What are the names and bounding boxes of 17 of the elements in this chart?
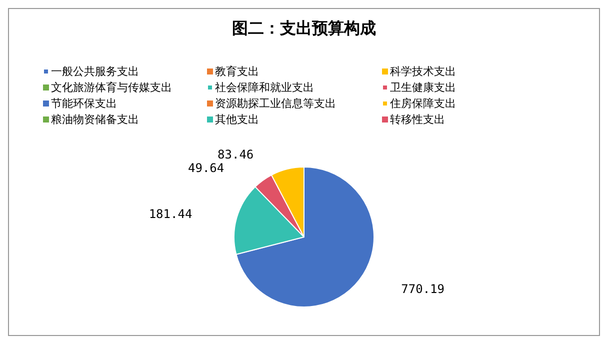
legend-label: 住房保障支出 bbox=[390, 97, 456, 110]
legend-label: 转移性支出 bbox=[390, 113, 445, 126]
legend-label: 文化旅游体育与传媒支出 bbox=[51, 81, 172, 94]
legend-label: 教育支出 bbox=[215, 65, 259, 78]
data-label: 770.19 bbox=[401, 282, 445, 296]
legend-label: 卫生健康支出 bbox=[390, 81, 456, 94]
legend-label: 资源勘探工业信息等支出 bbox=[215, 97, 336, 110]
chart-title: 图二：支出预算构成 bbox=[232, 18, 376, 38]
legend-label: 节能环保支出 bbox=[51, 97, 117, 110]
legend-label: 一般公共服务支出 bbox=[51, 65, 139, 78]
legend-label: 粮油物资储备支出 bbox=[51, 113, 139, 126]
legend-label: 科学技术支出 bbox=[390, 65, 456, 78]
data-label: 181.44 bbox=[148, 206, 192, 221]
legend-label: 社会保障和就业支出 bbox=[215, 81, 314, 94]
legend-label: 其他支出 bbox=[215, 113, 259, 126]
data-label: 83.46 bbox=[218, 147, 254, 162]
data-label: 49.64 bbox=[188, 161, 224, 176]
